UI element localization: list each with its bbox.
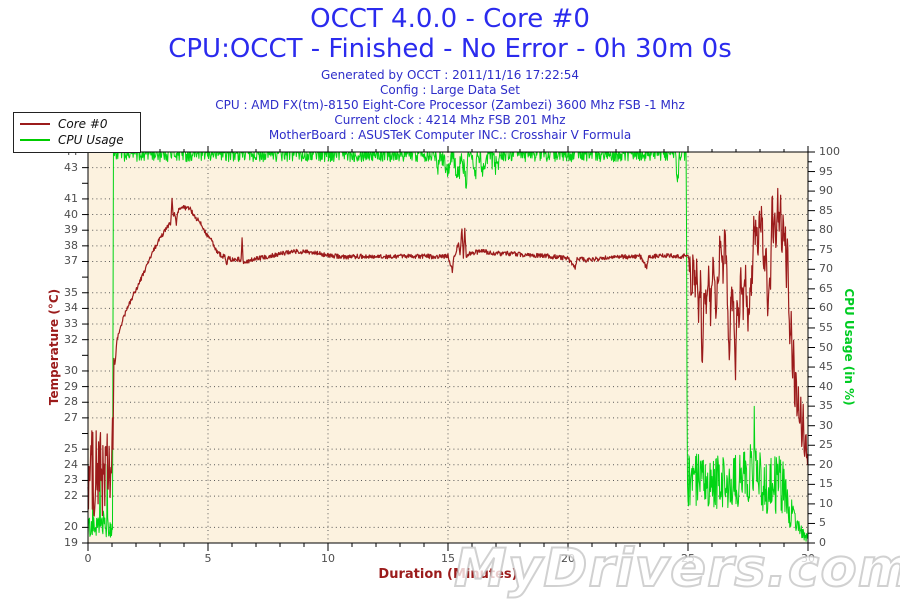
- y-right-tick-label: 40: [819, 379, 833, 393]
- core0-line-swatch: [20, 123, 50, 125]
- y-right-tick-label: 5: [819, 516, 826, 530]
- info-cpu: CPU : AMD FX(tm)-8150 Eight-Core Process…: [215, 98, 685, 112]
- info-current-clock: Current clock : 4214 Mhz FSB 201 Mhz: [334, 113, 566, 127]
- y-left-tick-label: 41: [64, 191, 78, 205]
- y-right-tick-label: 20: [819, 457, 833, 471]
- y-left-tick-label: 20: [64, 520, 78, 534]
- info-config: Config : Large Data Set: [380, 83, 520, 97]
- y-left-tick-label: 23: [64, 473, 78, 487]
- y-right-tick-label: 70: [819, 262, 833, 276]
- axis-tick-marks: [82, 146, 815, 551]
- series-line-core-0: [87, 187, 809, 517]
- y-left-tick-label: 37: [64, 254, 78, 268]
- y-left-tick-label: 25: [64, 442, 78, 456]
- y-left-tick-label: 22: [64, 489, 78, 503]
- y-right-tick-label: 80: [819, 223, 833, 237]
- y-right-tick-label: 85: [819, 203, 833, 217]
- x-tick-label: 5: [204, 552, 212, 565]
- y-left-tick-label: 38: [64, 238, 78, 252]
- y-left-tick-label: 34: [64, 301, 78, 315]
- y-left-tick-label: 24: [64, 457, 78, 471]
- legend-label-cpu-usage: CPU Usage: [58, 133, 124, 147]
- y-right-tick-label: 65: [819, 281, 833, 295]
- y-right-tick-label: 10: [819, 496, 833, 510]
- y-right-tick-label: 60: [819, 301, 833, 315]
- plot-background: [88, 152, 808, 543]
- cpu-usage-line-swatch: [20, 139, 50, 141]
- y-right-tick-label: 75: [819, 242, 833, 256]
- info-generated-by: Generated by OCCT : 2011/11/16 17:22:54: [320, 68, 580, 82]
- x-axis-title: Duration (Minutes): [378, 567, 518, 582]
- x-tick-label: 25: [681, 552, 695, 565]
- y-right-axis-title: CPU Usage (in %): [842, 288, 856, 406]
- y-left-tick-label: 33: [64, 317, 78, 331]
- chart-legend: Core #0 CPU Usage: [13, 112, 141, 153]
- y-right-tick-label: 15: [819, 477, 833, 491]
- x-tick-label: 15: [441, 552, 455, 565]
- legend-item-cpu-usage: CPU Usage: [20, 132, 134, 148]
- x-tick-label: 10: [321, 552, 335, 565]
- y-left-tick-label: 27: [64, 410, 78, 424]
- y-left-tick-label: 40: [64, 207, 78, 221]
- y-left-tick-label: 32: [64, 332, 78, 346]
- y-right-tick-label: 45: [819, 360, 833, 374]
- y-left-tick-label: 39: [64, 223, 78, 237]
- y-right-tick-label: 100: [819, 145, 840, 158]
- page-subtitle: CPU:OCCT - Finished - No Error - 0h 30m …: [168, 34, 732, 64]
- y-right-tick-label: 35: [819, 399, 833, 413]
- page-title: OCCT 4.0.0 - Core #0: [310, 4, 590, 34]
- x-tick-label: 20: [561, 552, 575, 565]
- y-left-tick-label: 43: [64, 160, 78, 174]
- legend-label-core0: Core #0: [58, 117, 108, 131]
- system-info-block: Generated by OCCT : 2011/11/16 17:22:54 …: [0, 68, 900, 143]
- y-left-axis-title: Temperature (°C): [47, 288, 61, 406]
- y-left-tick-label: 35: [64, 285, 78, 299]
- y-right-tick-label: 90: [819, 184, 833, 198]
- y-right-tick-label: 30: [819, 418, 833, 432]
- y-left-tick-label: 30: [64, 363, 78, 377]
- y-left-tick-label: 28: [64, 395, 78, 409]
- y-left-tick-label: 29: [64, 379, 78, 393]
- legend-item-core0: Core #0: [20, 116, 134, 132]
- y-left-tick-label: 19: [64, 536, 78, 549]
- y-right-tick-label: 50: [819, 340, 833, 354]
- x-tick-label: 30: [801, 552, 815, 565]
- info-motherboard: MotherBoard : ASUSTeK Computer INC.: Cro…: [268, 128, 632, 142]
- x-tick-label: 0: [84, 552, 92, 565]
- y-right-tick-label: 55: [819, 320, 833, 334]
- y-right-tick-label: 95: [819, 164, 833, 178]
- y-right-tick-label: 25: [819, 438, 833, 452]
- y-right-tick-label: 0: [819, 536, 826, 549]
